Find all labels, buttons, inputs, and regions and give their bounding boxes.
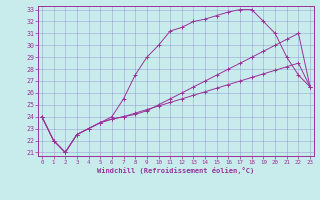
X-axis label: Windchill (Refroidissement éolien,°C): Windchill (Refroidissement éolien,°C) bbox=[97, 167, 255, 174]
